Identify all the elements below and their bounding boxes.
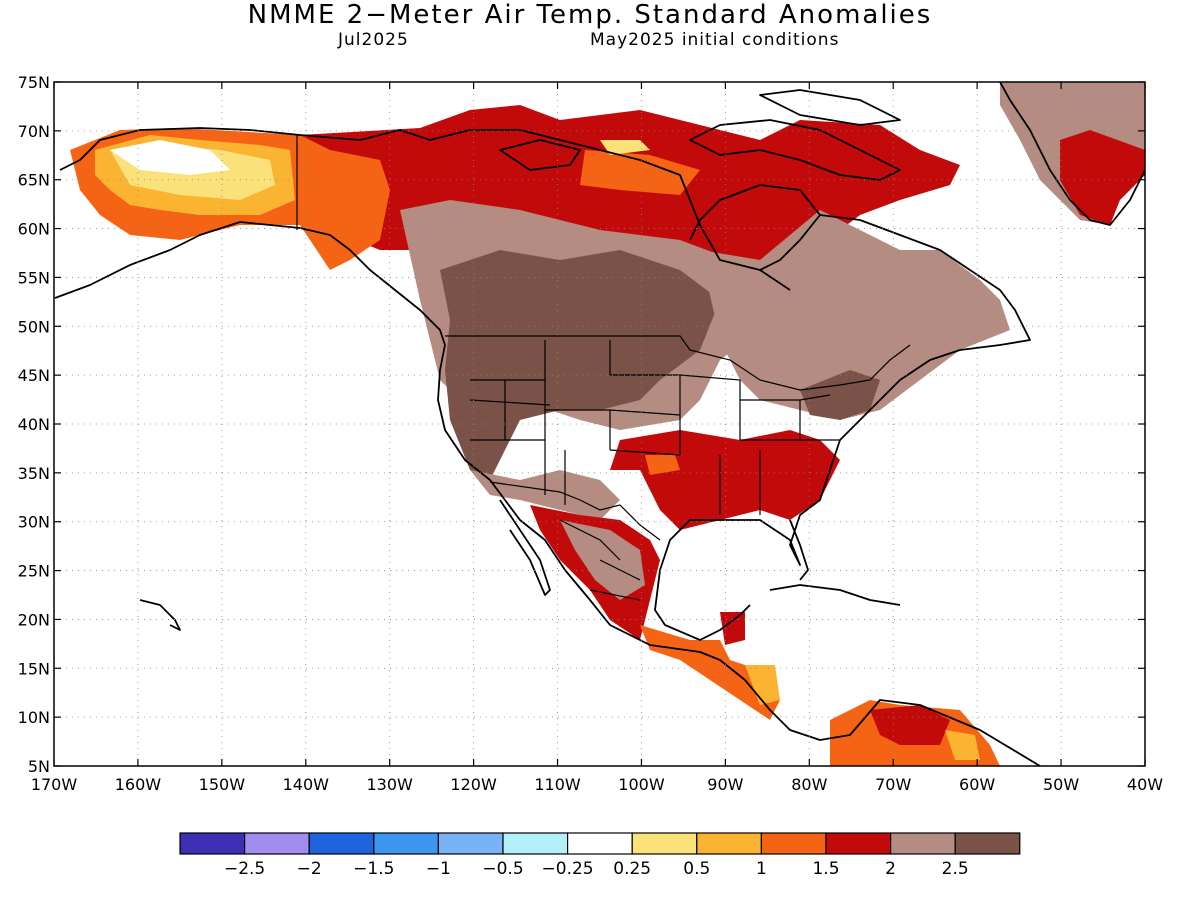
anomaly-plains-dark (440, 250, 720, 480)
anomaly-south-america-yellow (945, 730, 980, 760)
colorbar-label: 2 (885, 859, 896, 879)
coast-hudson-bay (689, 184, 821, 271)
colorbar-label: −1 (426, 859, 451, 879)
lat-label: 20N (18, 610, 50, 629)
lon-label: 40W (1127, 775, 1163, 794)
coast-alaska-north (59, 127, 301, 171)
lat-label: 40N (18, 415, 50, 434)
lat-label: 65N (18, 171, 50, 190)
colorbar-label: 1.5 (812, 859, 839, 879)
island-ellesmere (759, 89, 901, 126)
lat-label: 30N (18, 513, 50, 532)
initial-conditions: May2025 initial conditions (590, 30, 840, 50)
longitude-labels: 170W 160W 150W 140W 130W 120W 110W 100W 90W 80W 70… (31, 775, 1163, 794)
target-month: Jul2025 (338, 30, 409, 50)
colorbar-label: 2.5 (942, 859, 969, 879)
lon-label: 170W (31, 775, 78, 794)
island-victoria (499, 139, 581, 171)
map-title: NMME 2−Meter Air Temp. Standard Anomalie… (247, 0, 933, 30)
colorbar-label: −0.25 (542, 859, 594, 879)
coast-labrador (654, 214, 1031, 641)
border-mexico-states (559, 519, 641, 601)
lat-label: 35N (18, 464, 50, 483)
lon-label: 80W (791, 775, 827, 794)
borders (296, 135, 911, 601)
coast-florida (789, 519, 809, 581)
colorbar-label: 1 (756, 859, 767, 879)
coastlines (54, 82, 1145, 766)
colorbar-label: −2 (297, 859, 322, 879)
colorbar-swatch (566, 832, 633, 855)
anomaly-alaska-white (110, 140, 230, 175)
anomaly-texas-orange (645, 455, 680, 475)
coast-baja (499, 499, 551, 596)
colorbar (179, 832, 1021, 855)
latitude-labels: 5N 10N 15N 20N 25N 30N 35N 40N 45N 50N 55N 60N 65N 70… (18, 73, 50, 776)
colorbar-swatch (954, 832, 1021, 855)
colorbar-swatch (760, 832, 827, 855)
axis-ticks (53, 81, 1146, 767)
lon-label: 150W (199, 775, 246, 794)
coast-arctic (299, 129, 791, 291)
lat-label: 25N (18, 562, 50, 581)
lon-label: 130W (367, 775, 414, 794)
colorbar-label: 0.5 (683, 859, 710, 879)
anomaly-ne-us-dark (800, 370, 880, 420)
coast-hawaii (139, 599, 181, 631)
anomaly-south-america-red (870, 705, 950, 745)
lon-label: 50W (1043, 775, 1079, 794)
anomaly-central-america-yellow (745, 665, 780, 705)
colorbar-swatch (502, 832, 569, 855)
lat-label: 55N (18, 268, 50, 287)
colorbar-swatch (179, 832, 246, 855)
anomaly-baffin-orange (600, 140, 650, 155)
coast-greenland (999, 82, 1145, 226)
colorbar-label: 0.25 (613, 859, 651, 879)
lon-label: 70W (875, 775, 911, 794)
lon-label: 160W (115, 775, 162, 794)
colorbar-label: −1.5 (353, 859, 394, 879)
anomaly-mexico-tan (560, 520, 645, 600)
anomaly-shading (70, 82, 1145, 766)
lat-label: 15N (18, 659, 50, 678)
lat-label: 5N (28, 757, 50, 776)
lon-label: 110W (534, 775, 581, 794)
colorbar-labels: −2.5 −2 −1.5 −1 −0.5 −0.25 0.25 0.5 1 1.5 2 2.5 (224, 859, 969, 879)
border-states-east (679, 374, 840, 515)
coast-cuba (769, 584, 901, 606)
colorbar-swatch (437, 832, 504, 855)
island-baffin (689, 119, 901, 181)
colorbar-swatch (373, 832, 439, 855)
colorbar-swatch (308, 832, 375, 855)
lat-label: 60N (18, 220, 50, 239)
lon-label: 90W (707, 775, 743, 794)
coast-alaska (54, 221, 1041, 766)
colorbar-label: −0.5 (482, 859, 523, 879)
lat-label: 75N (18, 73, 50, 92)
lat-label: 10N (18, 708, 50, 727)
colorbar-label: −2.5 (224, 859, 265, 879)
anomaly-hudson-orange (580, 150, 700, 195)
lat-label: 45N (18, 366, 50, 385)
anomaly-greenland-red (1060, 130, 1145, 225)
border-us-mexico (489, 481, 661, 541)
lon-label: 140W (283, 775, 330, 794)
lon-label: 100W (618, 775, 665, 794)
lon-label: 60W (959, 775, 995, 794)
colorbar-swatch (889, 832, 956, 855)
lat-label: 70N (18, 122, 50, 141)
graticule (54, 82, 1145, 766)
colorbar-swatch (244, 832, 310, 855)
colorbar-swatch (631, 832, 698, 855)
border-us-canada (445, 335, 911, 391)
lon-label: 120W (450, 775, 497, 794)
anomaly-yucatan-red (720, 612, 745, 645)
colorbar-swatch (825, 832, 892, 855)
lat-label: 50N (18, 317, 50, 336)
anomaly-east-canada-tan (700, 210, 1010, 420)
colorbar-swatch (696, 832, 762, 855)
